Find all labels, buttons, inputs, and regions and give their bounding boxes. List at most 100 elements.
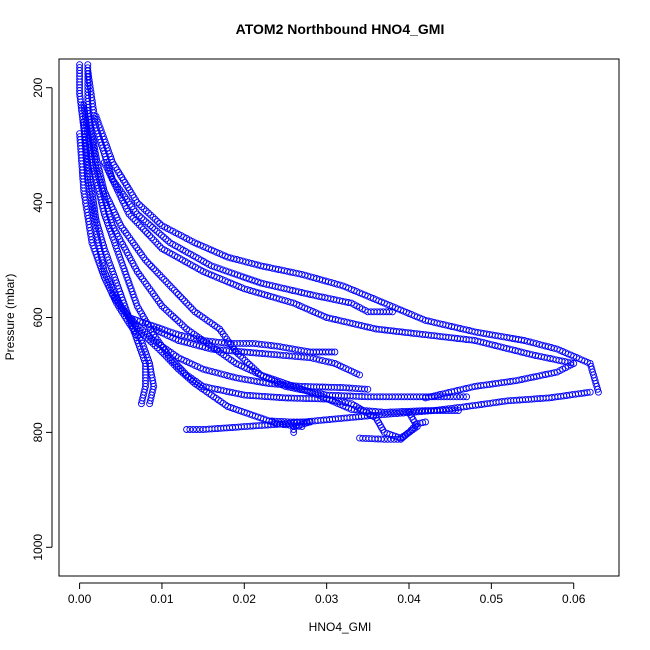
data-point: [145, 332, 153, 340]
data-point: [160, 233, 168, 241]
data-point: [100, 135, 108, 143]
data-point: [139, 225, 147, 233]
data-point: [138, 214, 146, 222]
data-point: [148, 263, 156, 270]
data-point: [133, 199, 141, 207]
x-tick-label: 0.01: [150, 592, 174, 606]
data-point: [144, 354, 151, 362]
data-point: [178, 321, 186, 329]
data-point: [239, 354, 247, 362]
data-point: [181, 332, 189, 340]
data-point: [115, 250, 123, 258]
data-point: [169, 313, 177, 320]
data-point: [183, 426, 191, 433]
data-point: [152, 238, 160, 246]
data-point: [127, 212, 135, 220]
data-point: [171, 315, 179, 322]
plot-frame: [58, 58, 620, 577]
data-point: [142, 207, 150, 215]
series-15: [356, 418, 429, 443]
data-point: [146, 400, 154, 408]
data-point: [177, 293, 184, 301]
data-point: [405, 428, 413, 436]
data-point: [290, 428, 298, 436]
data-point: [216, 265, 224, 273]
data-point: [407, 426, 415, 434]
data-point: [142, 333, 150, 341]
data-point: [180, 323, 188, 331]
data-point: [91, 247, 99, 255]
data-points: [76, 61, 602, 443]
data-point: [136, 327, 143, 335]
data-point: [193, 426, 200, 433]
data-point: [196, 383, 204, 391]
data-point: [176, 319, 184, 327]
data-point: [170, 286, 178, 294]
series-8: [84, 107, 462, 416]
data-point: [187, 374, 195, 382]
data-point: [122, 270, 130, 278]
data-point: [133, 210, 141, 218]
data-point: [150, 236, 158, 244]
data-point: [185, 301, 193, 309]
x-tick-label: 0.05: [480, 592, 504, 606]
data-point: [331, 348, 339, 356]
data-point: [361, 385, 369, 393]
x-tick-label: 0.00: [68, 592, 92, 606]
data-point: [168, 359, 176, 367]
data-point: [424, 393, 432, 401]
data-point: [162, 278, 170, 286]
data-point: [236, 272, 244, 280]
data-point: [151, 215, 159, 223]
data-point: [88, 239, 96, 247]
data-point: [164, 354, 172, 362]
data-point: [164, 280, 172, 288]
data-point: [319, 357, 326, 365]
data-point: [143, 351, 150, 359]
data-point: [459, 393, 467, 401]
data-point: [401, 432, 409, 440]
series-7: [80, 101, 421, 442]
series-10: [150, 325, 364, 379]
data-point: [157, 231, 165, 239]
data-point: [164, 237, 172, 245]
data-point: [144, 220, 152, 228]
data-point: [95, 259, 103, 267]
y-axis: 200 400 600 800 1000: [31, 77, 53, 561]
y-tick-label: 800: [31, 422, 45, 442]
data-point: [108, 219, 116, 227]
data-point: [155, 229, 163, 237]
series-11: [109, 291, 372, 393]
data-point: [162, 306, 170, 314]
data-point: [167, 310, 175, 318]
data-point: [160, 304, 168, 312]
data-point: [384, 435, 392, 443]
data-point: [200, 386, 208, 394]
data-point: [325, 358, 333, 366]
data-point: [125, 279, 133, 287]
data-point: [328, 348, 336, 356]
data-point: [172, 288, 180, 296]
data-point: [151, 225, 159, 233]
data-point: [98, 268, 106, 275]
data-point: [184, 333, 192, 341]
data-point: [142, 256, 149, 264]
data-point: [212, 394, 220, 402]
data-point: [322, 357, 330, 365]
data-point: [172, 363, 180, 371]
data-point: [179, 369, 187, 377]
data-point: [387, 435, 395, 443]
data-point: [170, 361, 178, 369]
y-axis-label: Pressure (mbar): [3, 274, 17, 361]
data-point: [158, 273, 166, 281]
data-point: [217, 398, 225, 406]
data-point: [152, 267, 160, 275]
data-point: [153, 227, 161, 235]
data-point: [131, 217, 139, 225]
data-point: [104, 147, 112, 155]
data-point: [186, 426, 194, 433]
data-point: [451, 407, 459, 415]
data-point: [422, 394, 429, 402]
series-6: [100, 158, 578, 402]
y-tick-label: 600: [31, 307, 45, 327]
